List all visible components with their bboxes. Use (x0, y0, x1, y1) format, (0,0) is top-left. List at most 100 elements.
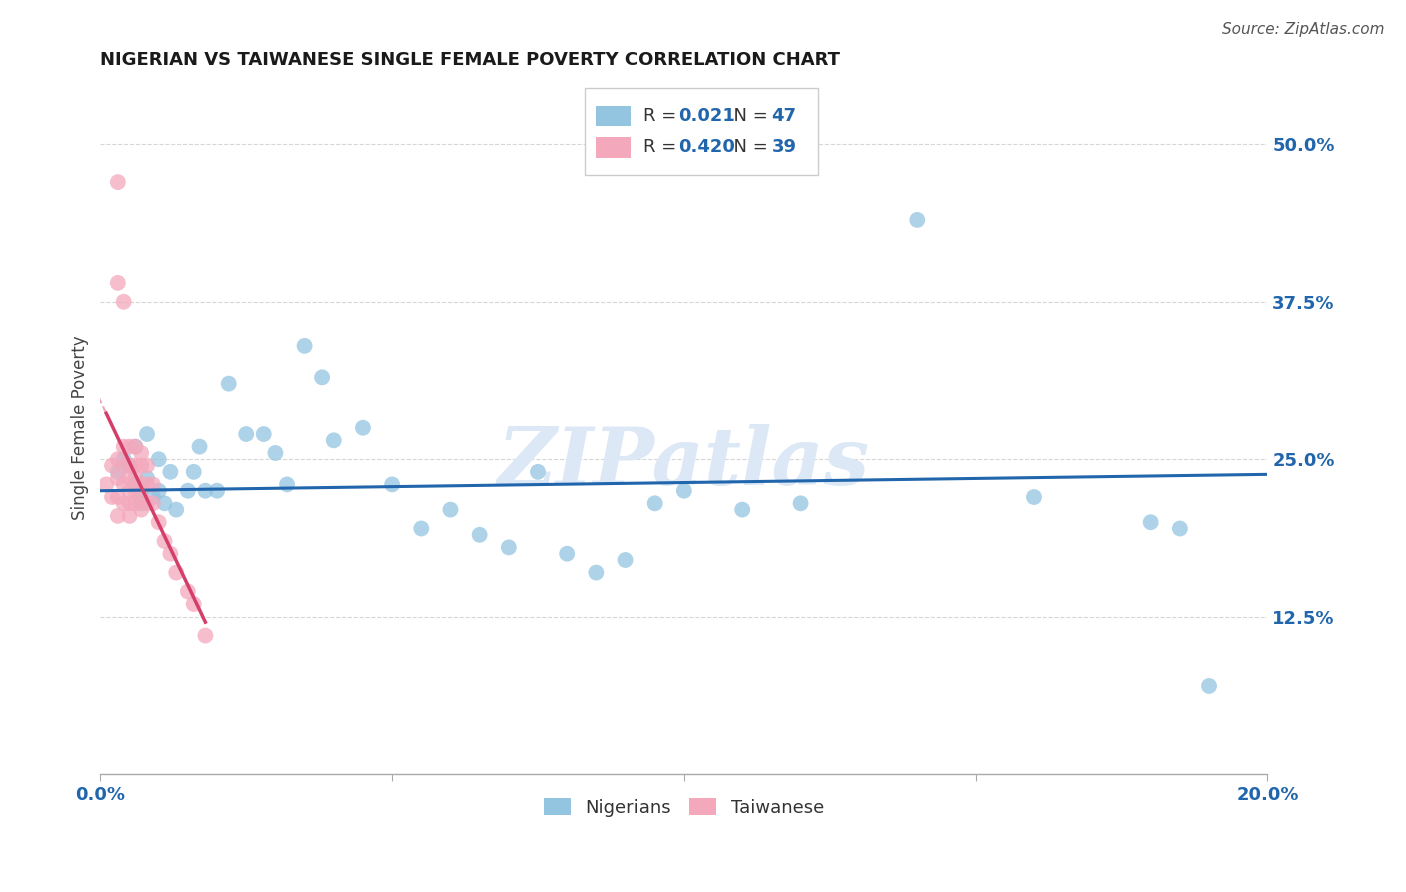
Point (101, 490, 124, 504)
Point (311, 370, 333, 384)
Text: NIGERIAN VS TAIWANESE SINGLE FEMALE POVERTY CORRELATION CHART: NIGERIAN VS TAIWANESE SINGLE FEMALE POVE… (100, 51, 841, 69)
Point (148, 515, 170, 529)
Point (118, 496, 141, 510)
Point (112, 440, 135, 454)
Point (672, 483, 695, 498)
Point (129, 477, 152, 491)
Point (107, 175, 129, 189)
Text: 0.021: 0.021 (678, 107, 735, 125)
Point (276, 477, 298, 491)
Point (789, 496, 811, 510)
Text: 0.420: 0.420 (678, 138, 735, 156)
Point (136, 496, 159, 510)
Point (165, 566, 187, 580)
Point (107, 452, 129, 467)
Point (153, 496, 176, 510)
Point (148, 452, 170, 467)
Point (1168, 521, 1191, 535)
Point (107, 276, 129, 290)
Point (129, 490, 152, 504)
Text: 39: 39 (772, 138, 796, 156)
FancyBboxPatch shape (585, 88, 818, 175)
Point (124, 440, 146, 454)
Point (118, 483, 141, 498)
Point (352, 421, 374, 435)
Point (183, 597, 205, 611)
Point (124, 440, 146, 454)
Point (585, 566, 607, 580)
Point (165, 502, 187, 516)
Point (253, 427, 276, 442)
Point (124, 471, 146, 485)
Point (159, 547, 181, 561)
Point (129, 458, 152, 473)
Point (112, 452, 135, 467)
Point (142, 477, 165, 491)
Point (136, 427, 159, 442)
Point (264, 446, 287, 460)
Point (1198, 679, 1220, 693)
Point (905, 213, 928, 227)
Text: R =: R = (643, 107, 682, 125)
Point (644, 496, 666, 510)
Point (1022, 490, 1045, 504)
Point (112, 477, 135, 491)
Point (124, 477, 146, 491)
Point (118, 458, 141, 473)
Point (381, 477, 404, 491)
Point (129, 483, 152, 498)
Point (177, 483, 200, 498)
Point (96, 477, 118, 491)
Point (188, 440, 211, 454)
Point (177, 584, 200, 599)
Point (159, 465, 181, 479)
Point (118, 471, 141, 485)
Text: N =: N = (723, 107, 773, 125)
Point (112, 294, 135, 309)
Text: Source: ZipAtlas.com: Source: ZipAtlas.com (1222, 22, 1385, 37)
FancyBboxPatch shape (596, 105, 631, 127)
Text: ZIPatlas: ZIPatlas (498, 424, 870, 501)
Point (498, 541, 520, 555)
Text: R =: R = (643, 138, 682, 156)
Point (142, 490, 165, 504)
Point (411, 521, 433, 535)
Point (118, 508, 141, 523)
Point (218, 376, 240, 391)
Point (555, 547, 578, 561)
Point (468, 528, 491, 542)
Point (107, 508, 129, 523)
Point (124, 458, 146, 473)
Point (124, 483, 146, 498)
Point (124, 496, 146, 510)
Point (129, 496, 152, 510)
Point (1139, 515, 1161, 529)
Point (153, 534, 176, 549)
Point (101, 458, 124, 473)
Point (194, 629, 217, 643)
Point (136, 477, 159, 491)
Point (439, 502, 461, 516)
Y-axis label: Single Female Poverty: Single Female Poverty (72, 335, 89, 520)
Text: N =: N = (723, 138, 773, 156)
Point (294, 339, 316, 353)
Point (527, 465, 550, 479)
Point (129, 446, 152, 460)
Point (194, 483, 217, 498)
Point (148, 483, 170, 498)
Point (136, 458, 159, 473)
Point (731, 502, 754, 516)
Point (205, 483, 228, 498)
Point (118, 458, 141, 473)
Point (107, 490, 129, 504)
Point (129, 502, 152, 516)
FancyBboxPatch shape (596, 136, 631, 158)
Point (322, 434, 344, 448)
Point (118, 440, 141, 454)
Text: 47: 47 (772, 107, 796, 125)
Point (112, 458, 135, 473)
Point (235, 427, 257, 442)
Point (614, 553, 637, 567)
Point (107, 465, 129, 479)
Point (107, 471, 129, 485)
